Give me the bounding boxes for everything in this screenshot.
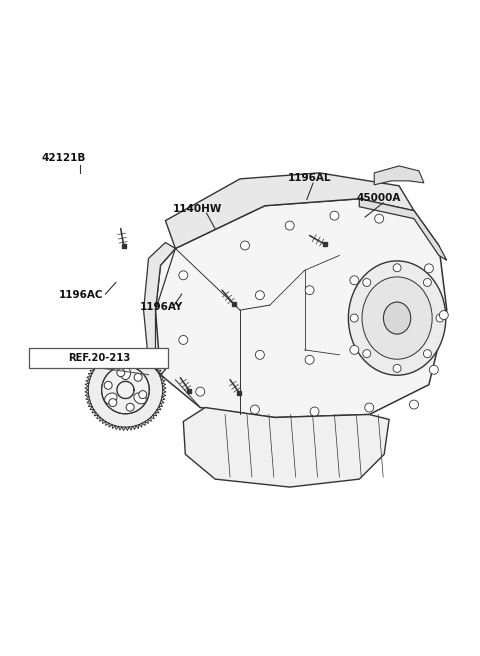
Polygon shape [166, 173, 414, 249]
Circle shape [310, 407, 319, 416]
Circle shape [363, 350, 371, 358]
Circle shape [365, 403, 374, 412]
Circle shape [409, 400, 419, 409]
Circle shape [363, 279, 371, 287]
Polygon shape [360, 199, 447, 260]
FancyBboxPatch shape [29, 348, 168, 368]
Circle shape [430, 365, 438, 374]
Ellipse shape [134, 393, 146, 404]
Circle shape [196, 387, 204, 396]
Circle shape [305, 286, 314, 295]
Circle shape [350, 346, 359, 354]
Circle shape [350, 314, 358, 322]
Circle shape [285, 221, 294, 230]
Ellipse shape [384, 302, 411, 334]
Polygon shape [156, 199, 447, 417]
Ellipse shape [120, 367, 131, 380]
Text: 45000A: 45000A [357, 193, 401, 203]
Polygon shape [374, 166, 424, 185]
Text: 42121B: 42121B [42, 154, 86, 163]
Ellipse shape [105, 393, 117, 404]
Text: 1196AY: 1196AY [140, 302, 183, 312]
Circle shape [375, 214, 384, 223]
Polygon shape [144, 243, 175, 375]
Text: 1140HW: 1140HW [173, 204, 223, 215]
Circle shape [109, 399, 117, 407]
Circle shape [255, 291, 264, 300]
Ellipse shape [348, 261, 446, 375]
Text: 1196AC: 1196AC [59, 291, 103, 300]
Circle shape [179, 271, 188, 279]
Circle shape [179, 335, 188, 344]
Text: REF.20-213: REF.20-213 [68, 353, 130, 363]
Circle shape [393, 364, 401, 373]
Circle shape [255, 350, 264, 359]
Circle shape [102, 366, 149, 414]
Circle shape [104, 381, 112, 389]
Circle shape [251, 405, 259, 414]
Circle shape [126, 403, 134, 411]
Circle shape [423, 279, 432, 287]
Circle shape [88, 353, 163, 427]
Circle shape [424, 264, 433, 273]
Text: 1196AL: 1196AL [288, 173, 331, 183]
Polygon shape [183, 407, 389, 487]
Circle shape [436, 314, 444, 322]
Circle shape [305, 356, 314, 364]
Circle shape [134, 373, 142, 381]
Circle shape [117, 369, 125, 377]
Circle shape [330, 211, 339, 220]
Ellipse shape [362, 277, 432, 359]
Circle shape [393, 264, 401, 272]
Circle shape [240, 241, 250, 250]
Circle shape [350, 276, 359, 285]
Circle shape [439, 310, 448, 319]
Circle shape [139, 390, 147, 399]
Circle shape [423, 350, 432, 358]
